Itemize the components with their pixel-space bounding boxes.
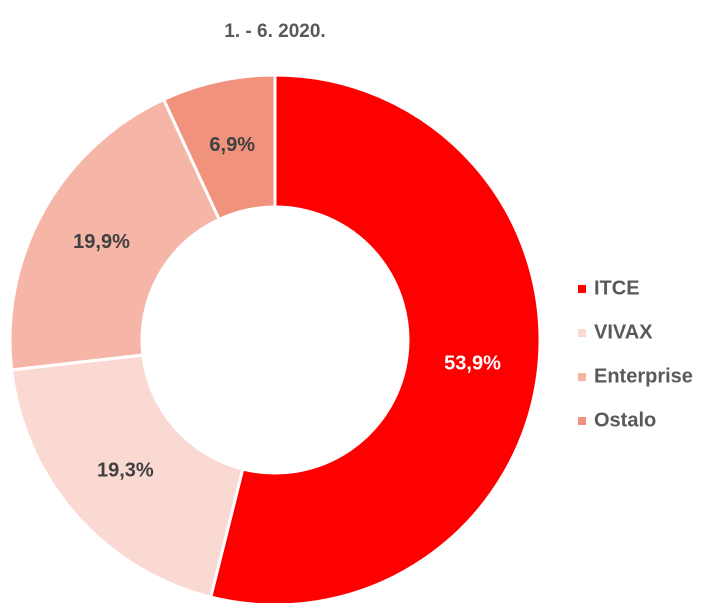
legend-label: Ostalo <box>594 409 656 431</box>
donut-slice <box>161 73 277 222</box>
legend-swatch <box>578 373 586 381</box>
legend-label: ITCE <box>594 277 640 299</box>
legend-swatch <box>578 329 586 337</box>
legend-label: VIVAX <box>594 321 653 343</box>
donut-slice <box>208 73 542 603</box>
data-label: 19,9% <box>73 231 130 253</box>
data-label: 53,9% <box>444 353 501 375</box>
data-label: 6,9% <box>209 134 255 156</box>
legend-swatch <box>578 417 586 425</box>
legend-swatch <box>578 285 586 293</box>
data-label: 19,3% <box>97 459 154 481</box>
chart-title: 1. - 6. 2020. <box>224 21 325 42</box>
legend-label: Enterprise <box>594 365 693 387</box>
donut-slice <box>8 97 222 372</box>
donut-slice <box>10 353 245 599</box>
